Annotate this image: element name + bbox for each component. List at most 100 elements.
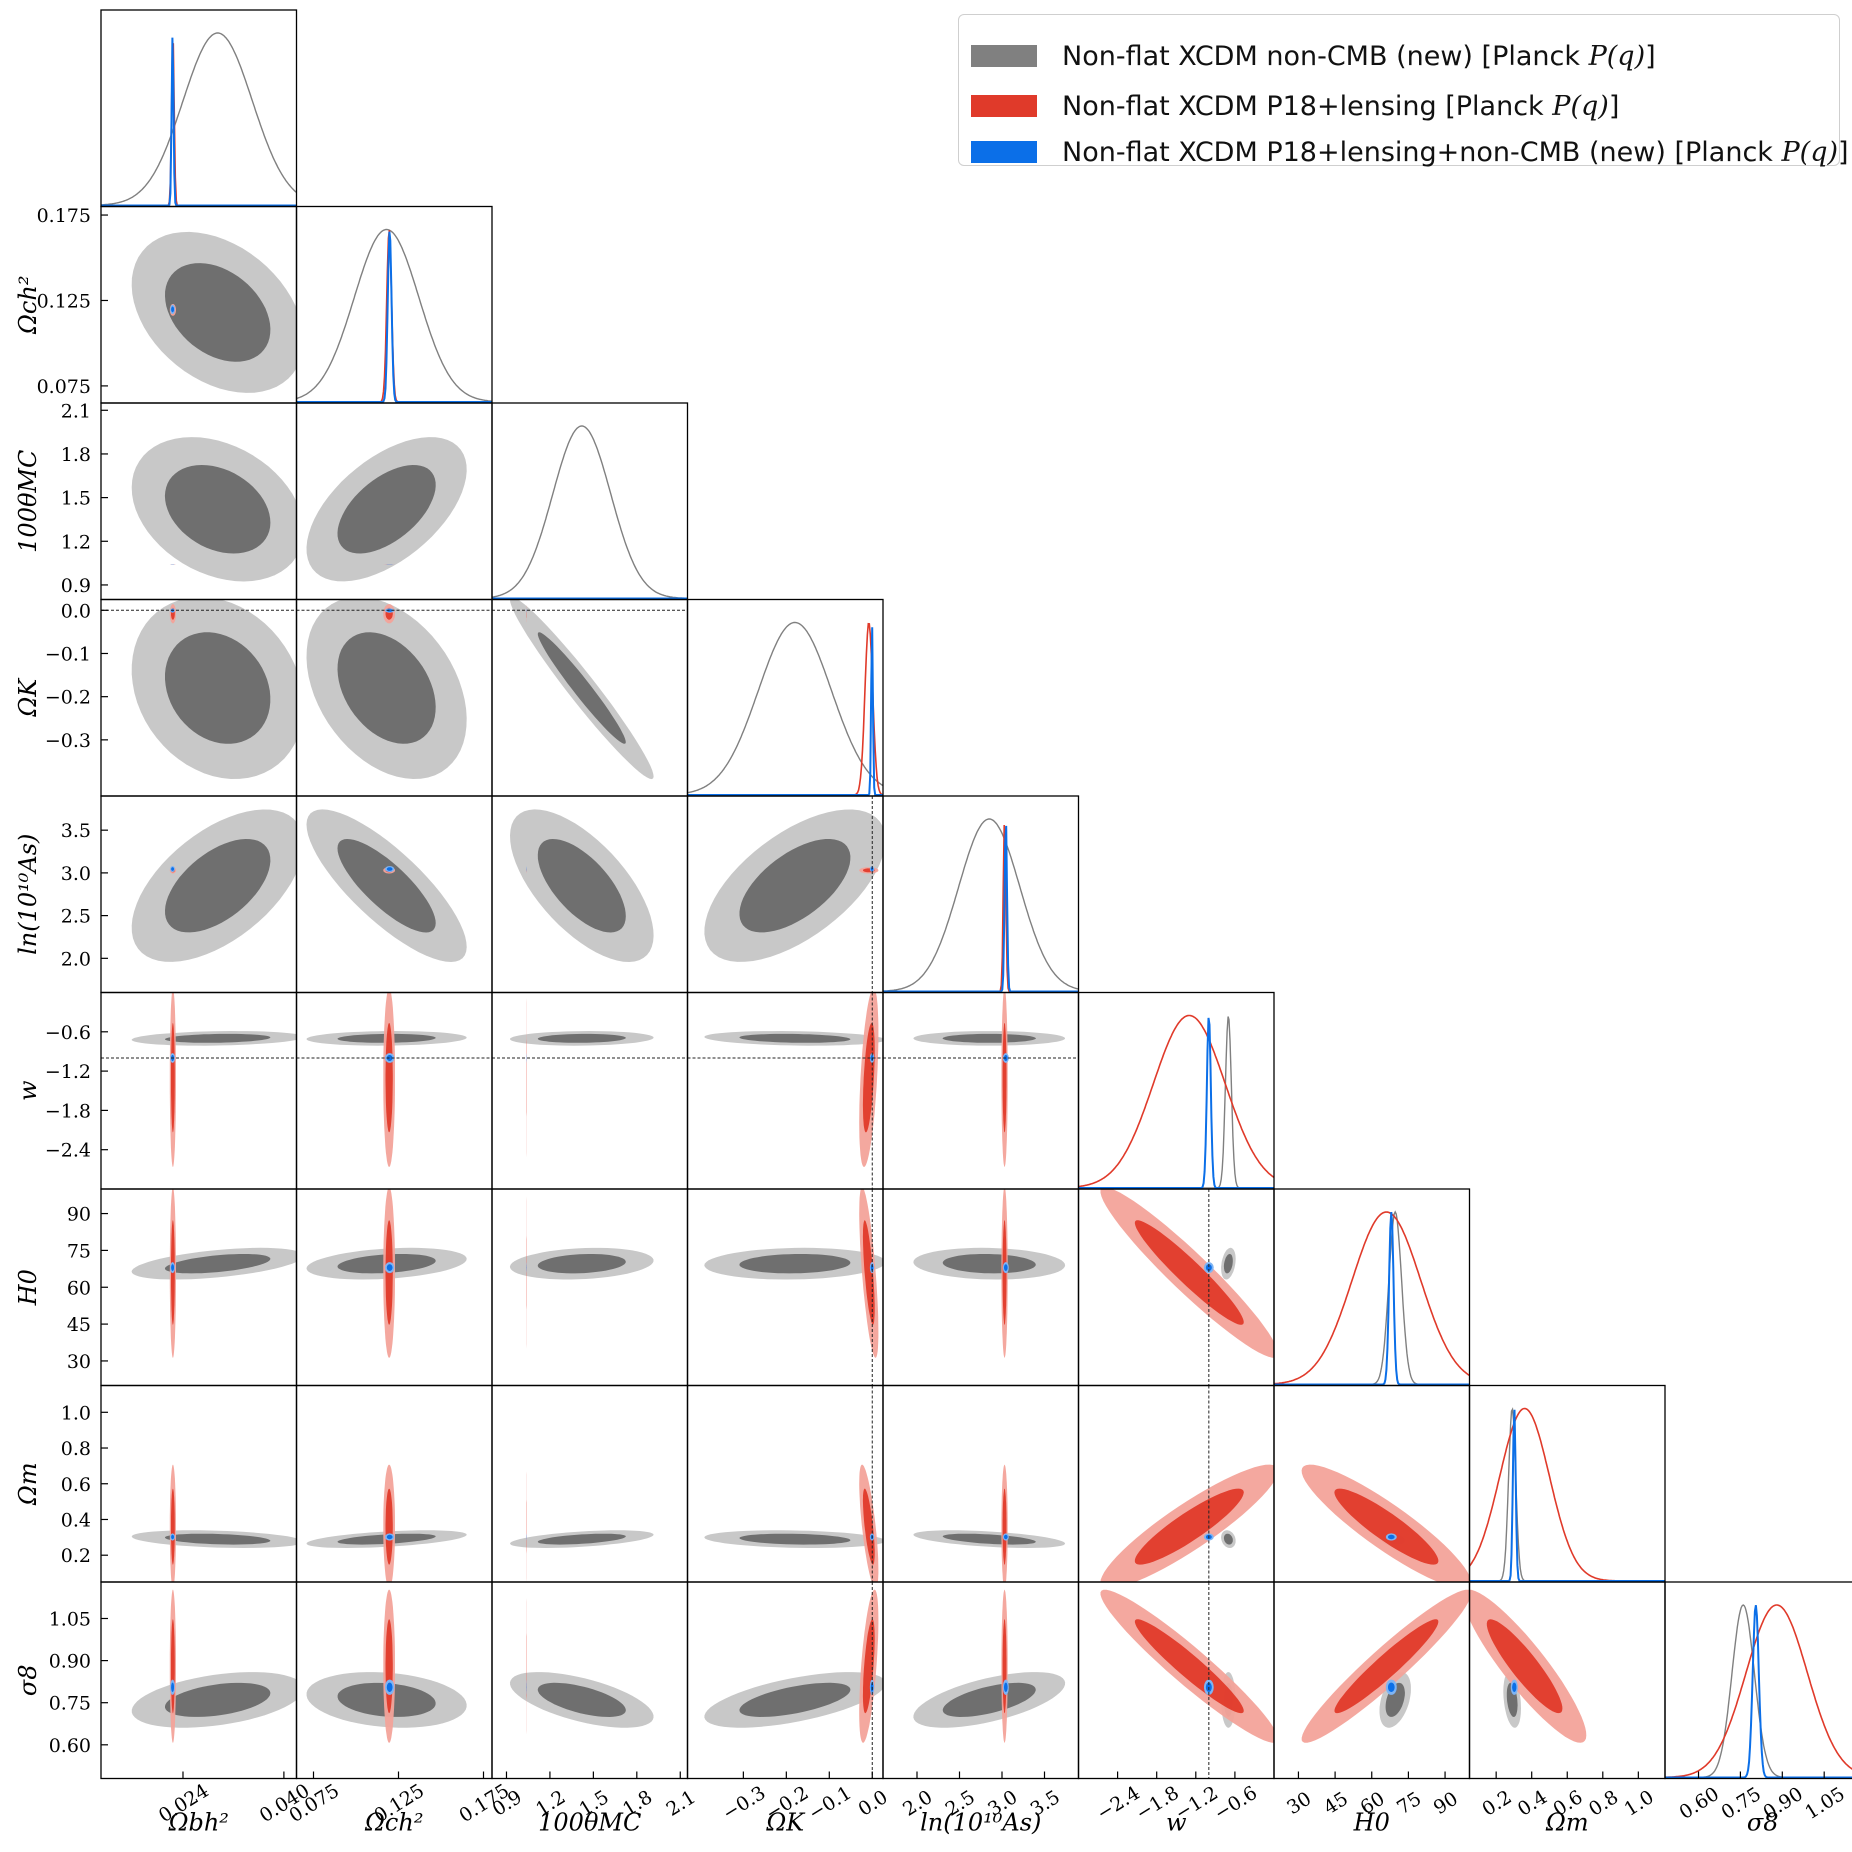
marginal-w — [1078, 1014, 1274, 1189]
contour-region — [1334, 1488, 1439, 1565]
panel-frame — [686, 598, 884, 797]
y-axis-label: σ8 — [14, 1664, 42, 1696]
y-tick-label: 1.05 — [49, 1608, 91, 1630]
contour-region — [537, 632, 626, 744]
y-tick-label: 45 — [67, 1314, 91, 1336]
contour-region — [1512, 1682, 1517, 1692]
contour-region — [1388, 1534, 1395, 1540]
contour-region — [1002, 1619, 1007, 1714]
marginal-curve-1 — [101, 43, 297, 207]
panel-theta-omegak — [492, 599, 688, 780]
y-tick-label: 0.75 — [49, 1693, 91, 1715]
x-tick-label: −0.3 — [719, 1782, 770, 1825]
legend-math: P(q) — [1588, 40, 1646, 72]
panel-omegak-omegam — [704, 1385, 883, 1582]
panel-w-omegam — [1100, 1385, 1274, 1582]
marginal-curve-0 — [1078, 1016, 1274, 1189]
legend-item-p18: Non-flat XCDM P18+lensing [Planck P(q)] — [959, 86, 1619, 126]
contour-region — [1002, 1488, 1007, 1565]
y-tick-label: 0.6 — [61, 1474, 91, 1496]
x-tick-label: 0.8 — [1585, 1786, 1622, 1821]
contour-region — [171, 306, 174, 313]
x-tick-label: 45 — [1320, 1788, 1352, 1819]
contour-region — [164, 1533, 271, 1545]
marginal-curve-2 — [101, 37, 297, 207]
panel-logA-omegam — [913, 1464, 1066, 1582]
y-tick-label: 2.1 — [61, 400, 91, 422]
panel-frame — [882, 1384, 1080, 1583]
y-tick-label: −2.4 — [45, 1140, 91, 1162]
panel-omegak-H0 — [704, 1189, 883, 1386]
panel-ombh2-theta — [131, 437, 297, 582]
legend-math: P(q) — [1552, 90, 1609, 122]
y-tick-label: −1.2 — [45, 1061, 91, 1083]
contour-region — [386, 867, 393, 871]
x-axis-label: 100θMC — [538, 1809, 641, 1837]
contour-region — [165, 839, 271, 933]
y-tick-label: 0.125 — [37, 290, 91, 312]
panel-omegam-sigma8 — [1469, 1589, 1587, 1743]
panel-theta-omegam — [510, 1464, 654, 1582]
y-tick-label: 1.8 — [61, 444, 91, 466]
panel-ombh2-sigma8 — [131, 1589, 297, 1743]
contour-region — [739, 1682, 851, 1717]
marginal-curve-2 — [1665, 1605, 1852, 1779]
y-axis-label: Ωch² — [14, 276, 42, 335]
y-tick-label: 3.5 — [61, 820, 91, 842]
marginal-curve-2 — [296, 231, 492, 403]
legend: Non-flat XCDM non-CMB (new) [Planck P(q)… — [958, 14, 1849, 168]
y-tick-label: 60 — [67, 1277, 91, 1299]
contour-region — [171, 1264, 174, 1271]
x-axis-label: Ωbh² — [168, 1809, 229, 1837]
contour-region — [386, 1055, 393, 1061]
panel-theta-w — [492, 992, 688, 1167]
x-tick-label: 90 — [1430, 1788, 1462, 1819]
panel-omch2-w — [296, 992, 492, 1167]
panel-frame — [1077, 1188, 1275, 1387]
contour-region — [385, 1488, 393, 1565]
marginal-curve-2 — [883, 825, 1079, 993]
legend-item-combined: Non-flat XCDM P18+lensing+non-CMB (new) … — [959, 132, 1849, 172]
panel-ombh2-omegak — [101, 599, 297, 779]
contour-region — [1004, 1534, 1008, 1540]
marginal-curve-0 — [1274, 1210, 1470, 1386]
contour-region — [942, 1033, 1036, 1043]
marginal-curve-1 — [1469, 1407, 1665, 1582]
marginal-curve-1 — [1078, 1014, 1274, 1188]
contour-region — [739, 1533, 851, 1545]
x-axis-label: H0 — [1353, 1809, 1390, 1837]
x-axis-label: Ωch² — [364, 1809, 423, 1837]
contour-region — [165, 1033, 271, 1043]
contour-region — [537, 1254, 626, 1274]
x-tick-label: 1.0 — [1621, 1786, 1658, 1821]
contour-region — [739, 1254, 851, 1274]
legend-swatch-red — [971, 95, 1037, 117]
contour-region — [385, 1619, 393, 1714]
panel-omegak-sigma8 — [704, 1582, 883, 1779]
contour-region — [862, 1022, 875, 1133]
marginal-curve-2 — [1274, 1211, 1470, 1386]
panel-w-H0 — [1100, 1189, 1274, 1386]
panel-frame — [491, 991, 689, 1190]
marginal-omch2 — [296, 228, 492, 403]
legend-label: Non-flat XCDM P18+lensing [Planck — [1062, 90, 1553, 122]
panel-frame — [882, 795, 1080, 994]
legend-close: ] — [1608, 90, 1620, 122]
marginal-curve-0 — [883, 818, 1079, 992]
x-axis-label: ΩK — [765, 1809, 806, 1837]
panel-omch2-sigma8 — [306, 1589, 467, 1743]
marginal-omegam — [1469, 1407, 1665, 1582]
marginal-omegak — [687, 621, 883, 796]
legend-close: ] — [1838, 136, 1849, 168]
marginal-curve-2 — [1078, 1017, 1274, 1189]
contour-region — [164, 465, 271, 554]
contour-region — [1334, 1619, 1439, 1714]
x-tick-label: 30 — [1283, 1788, 1315, 1819]
contour-region — [942, 1533, 1036, 1545]
panel-omegak-w — [687, 992, 883, 1189]
panel-frame — [1273, 1188, 1471, 1387]
panel-frame — [1077, 991, 1275, 1190]
y-axis-label: w — [14, 1080, 42, 1101]
